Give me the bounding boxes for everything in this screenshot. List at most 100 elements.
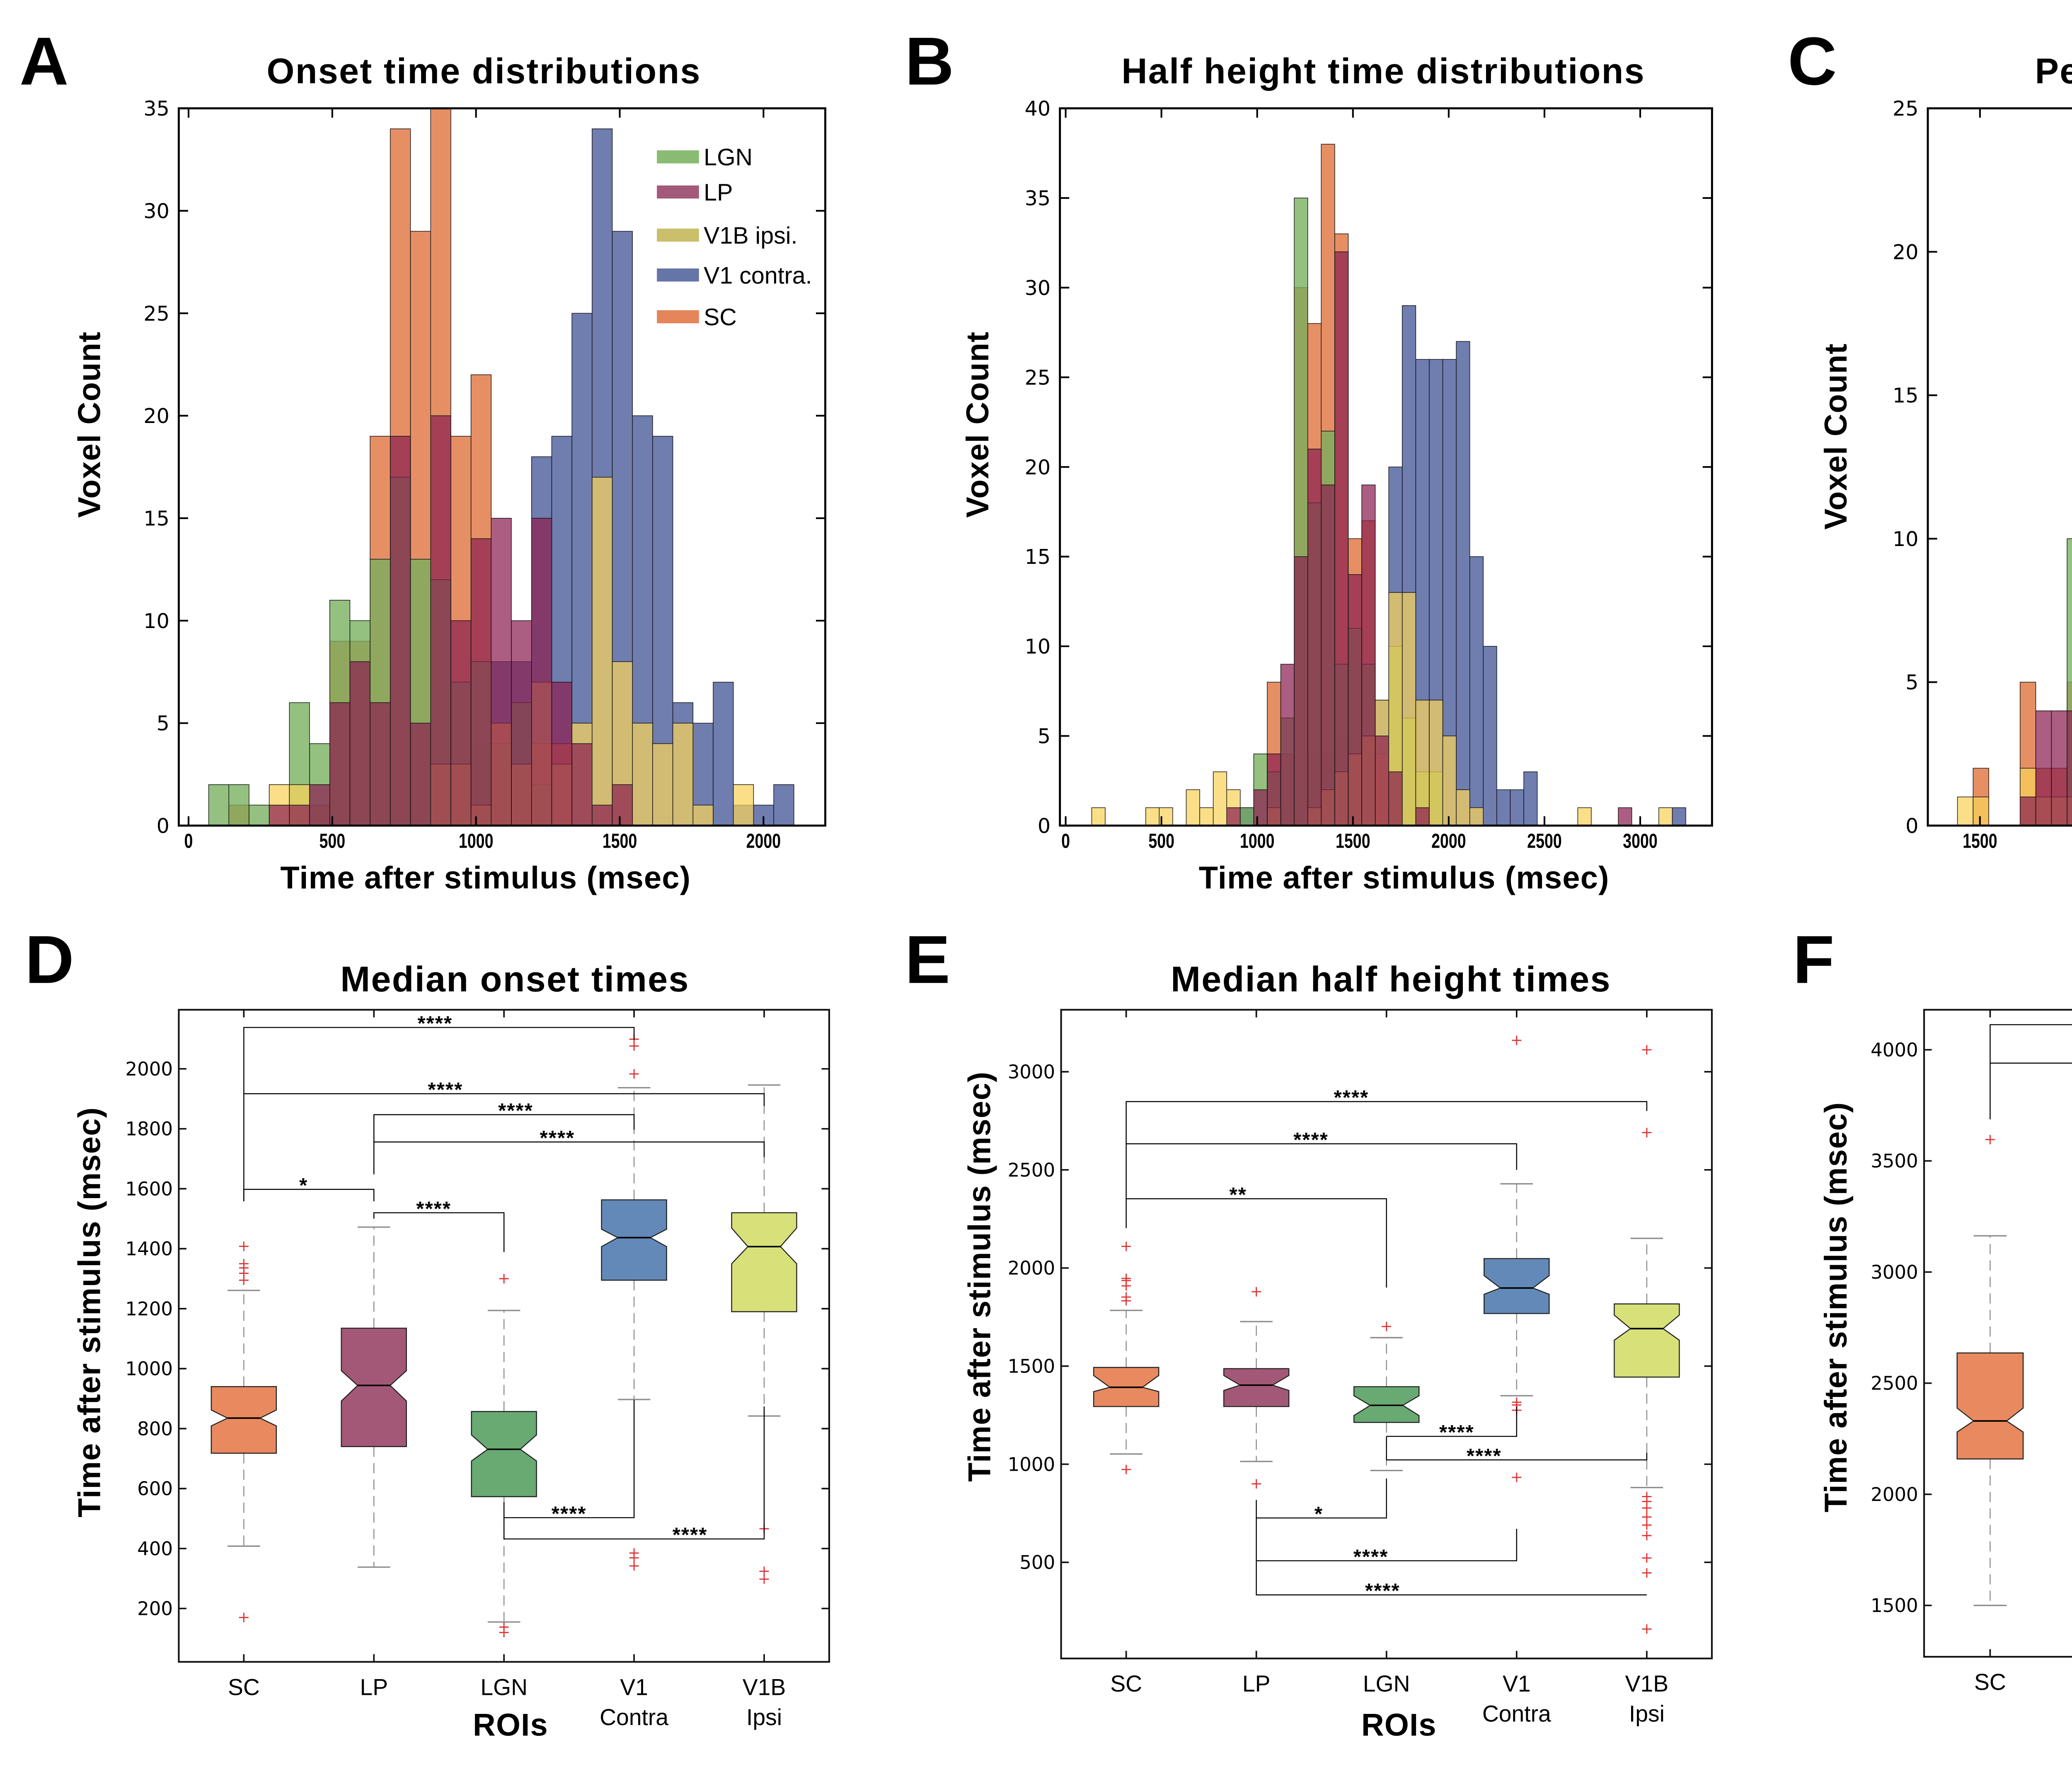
histogram-bar-lp xyxy=(491,518,512,826)
box-sc xyxy=(1956,1135,2024,1606)
x-tick-label: 1500 xyxy=(1963,830,1997,853)
y-tick-label: 25 xyxy=(1025,365,1051,389)
outlier-marker xyxy=(1121,1296,1131,1306)
category-label: LGN xyxy=(480,1674,528,1700)
significance-label: **** xyxy=(1334,1086,1369,1109)
notched-box xyxy=(1223,1368,1290,1407)
histogram-bar-lp xyxy=(551,682,572,826)
y-tick-label: 2000 xyxy=(125,1058,173,1080)
y-tick-label: 15 xyxy=(1025,545,1051,569)
y-tick-label: 30 xyxy=(143,199,169,223)
panel-letter: C xyxy=(1788,23,1837,99)
box-lp xyxy=(1223,1287,1290,1489)
histogram-bars xyxy=(208,108,794,826)
histogram-bar-lp xyxy=(370,702,391,826)
histogram-bar-v1 xyxy=(713,682,734,826)
panel-a-onset-histogram: A Onset time distributions Time after stim… xyxy=(19,23,826,895)
significance-bracket: **** xyxy=(1126,1086,1648,1228)
histogram-bar-v1 xyxy=(1483,646,1497,826)
histogram-bar-lp xyxy=(2067,710,2072,826)
histogram-bar-v1b xyxy=(1973,796,1989,826)
histogram-bars xyxy=(1957,538,2072,826)
y-tick-label: 1500 xyxy=(1871,1595,1918,1617)
category-label: Ipsi xyxy=(1629,1701,1665,1727)
plot-frame xyxy=(1927,107,2072,827)
y-axis-label: Time after stimulus (msec) xyxy=(1818,1102,1854,1513)
x-tick-label: 2500 xyxy=(1527,830,1562,853)
histogram-bar-lp xyxy=(1388,771,1403,826)
notched-box xyxy=(1353,1386,1420,1423)
outlier-marker xyxy=(1512,1472,1522,1482)
histogram-bar-v1 xyxy=(1469,556,1484,826)
histogram-bar-lp xyxy=(1253,789,1268,826)
histogram-bar-v1b xyxy=(1213,771,1227,826)
outlier-marker xyxy=(1512,1035,1522,1045)
y-tick-label: 0 xyxy=(1038,814,1051,838)
y-tick-label: 1500 xyxy=(1008,1355,1055,1377)
notched-box xyxy=(341,1327,407,1448)
significance-label: **** xyxy=(428,1078,463,1101)
y-tick-label: 200 xyxy=(137,1598,173,1620)
outlier-marker xyxy=(629,1069,639,1079)
panel-letter: D xyxy=(25,922,74,998)
category-label: LGN xyxy=(1363,1671,1410,1696)
y-tick-label: 20 xyxy=(1893,240,1919,264)
significance-label: **** xyxy=(1365,1580,1400,1602)
y-tick-label: 5 xyxy=(157,711,169,735)
legend-swatch xyxy=(657,310,699,324)
histogram-bar-v1b xyxy=(632,723,653,826)
notched-box xyxy=(1614,1303,1680,1378)
y-tick-label: 25 xyxy=(143,302,169,326)
y-tick-label: 20 xyxy=(1025,455,1051,479)
bracket-line xyxy=(1256,1518,1518,1561)
bracket-line xyxy=(1990,1024,2072,1119)
y-tick-label: 2500 xyxy=(1008,1159,1055,1181)
significance-label: **** xyxy=(673,1524,708,1547)
y-tick-label: 20 xyxy=(143,404,169,428)
histogram-bar-lp xyxy=(309,784,330,826)
bracket-line xyxy=(244,1093,765,1106)
significance-label: * xyxy=(1314,1503,1323,1525)
panel-letter: E xyxy=(905,922,950,998)
significance-bracket: **** xyxy=(1126,1129,1518,1170)
outlier-marker xyxy=(1121,1242,1131,1252)
y-axis-label: Time after stimulus (msec) xyxy=(72,1107,107,1518)
y-tick-label: 3000 xyxy=(1871,1261,1918,1283)
histogram-bar-lp xyxy=(2035,710,2052,826)
histogram-bar-v1b xyxy=(1415,700,1430,826)
histogram-bar-lp xyxy=(390,436,411,826)
histogram-bar-v1b xyxy=(672,723,694,826)
x-axis-label: Time after stimulus (msec) xyxy=(1199,860,1610,895)
histogram-bar-v1b xyxy=(1456,789,1470,826)
notched-box xyxy=(1956,1352,2024,1460)
y-tick-label: 10 xyxy=(143,609,169,633)
bracket-line xyxy=(1386,1436,1648,1461)
significance-bracket: **** xyxy=(1256,1518,1518,1568)
significance-bracket: **** xyxy=(1990,1024,2072,1119)
y-tick-label: 5 xyxy=(1038,724,1051,748)
outlier-marker xyxy=(629,1553,639,1563)
x-axis-label: ROIs xyxy=(1361,1708,1437,1743)
y-tick-label: 2500 xyxy=(1871,1373,1918,1394)
category-label: SC xyxy=(228,1674,260,1700)
x-tick-label: 500 xyxy=(319,830,345,853)
histogram-bar-lp xyxy=(349,661,370,826)
y-tick-label: 35 xyxy=(143,97,169,121)
significance-bracket: * xyxy=(1256,1478,1387,1525)
bracket-line xyxy=(243,1027,635,1201)
y-axis-label: Voxel Count xyxy=(72,331,107,518)
histogram-bar-lp xyxy=(1618,807,1632,826)
histogram-bar-lp xyxy=(329,702,351,826)
histogram-bar-v1b xyxy=(1442,735,1457,826)
outlier-marker xyxy=(1642,1568,1652,1578)
significance-bracket: * xyxy=(243,1174,375,1201)
histogram-bar-lgn xyxy=(2067,538,2072,826)
x-tick-label: 500 xyxy=(1148,830,1174,853)
legend-item: LP xyxy=(657,179,733,206)
series-lp xyxy=(2020,710,2072,826)
legend-label: LGN xyxy=(704,144,753,171)
y-tick-label: 1000 xyxy=(1008,1453,1055,1475)
y-tick-label: 5 xyxy=(1905,670,1918,694)
y-axis-label: Time after stimulus (msec) xyxy=(962,1071,997,1482)
